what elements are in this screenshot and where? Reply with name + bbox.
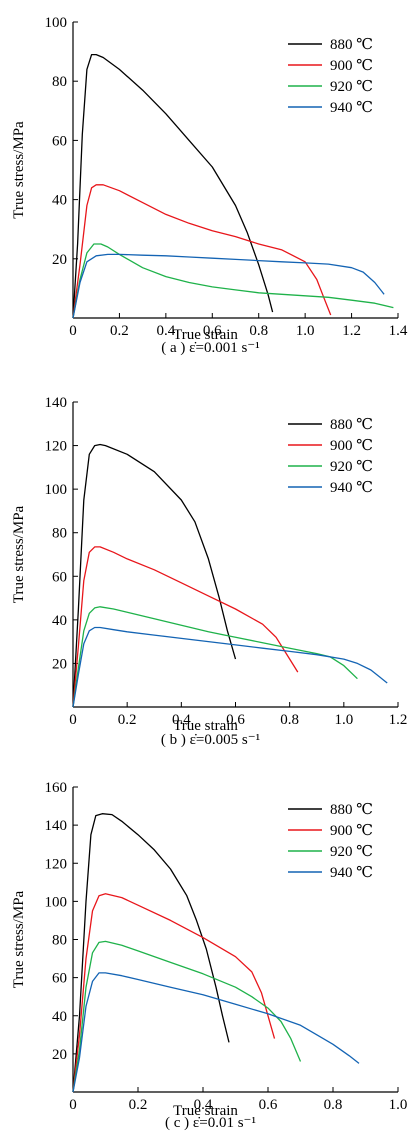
series-line-920 — [72, 606, 358, 708]
x-tick-label: 0 — [69, 323, 77, 339]
y-tick-label: 80 — [52, 74, 67, 90]
legend-label-920: 920 ℃ — [330, 844, 373, 860]
y-tick-label: 20 — [52, 656, 67, 672]
y-tick-label: 40 — [52, 193, 67, 209]
x-tick-label: 0.4 — [194, 1097, 213, 1113]
y-tick-label: 80 — [52, 933, 67, 949]
x-tick-label: 1.2 — [342, 323, 361, 339]
legend-label-940: 940 ℃ — [330, 865, 373, 881]
chart-panel-c: 20 40 60 80 100 120 140 160 0 0.2 0.4 0.6 0.8 1.0 True… — [11, 780, 407, 1131]
x-tick-label: 1.0 — [334, 712, 353, 728]
x-tick-label: 0 — [69, 1097, 77, 1113]
series-line-900 — [72, 893, 276, 1093]
series-line-900 — [72, 546, 299, 708]
x-axis-label: True strain — [173, 1103, 238, 1119]
y-axis-label: True stress/MPa — [11, 890, 27, 988]
legend-label-940: 940 ℃ — [330, 480, 373, 496]
legend: 880 ℃ 900 ℃ 920 ℃ 940 ℃ — [288, 37, 373, 116]
x-tick-label: 0.6 — [226, 712, 245, 728]
legend-label-900: 900 ℃ — [330, 823, 373, 839]
x-axis-label: True strain — [173, 718, 238, 734]
y-tick-label: 100 — [45, 482, 68, 498]
panel-caption: ( b ) ε̇=0.005 s⁻¹ — [161, 732, 260, 748]
y-tick-label: 100 — [45, 15, 68, 31]
y-tick-label: 40 — [52, 1009, 67, 1025]
series-line-900 — [72, 184, 332, 319]
x-tick-label: 1.0 — [389, 1097, 408, 1113]
y-tick-label: 80 — [52, 526, 67, 542]
legend: 880 ℃ 900 ℃ 920 ℃ 940 ℃ — [288, 417, 373, 496]
y-tick-label: 60 — [52, 569, 67, 585]
series-line-880 — [72, 53, 274, 319]
y-tick-label: 120 — [45, 856, 68, 872]
series-line-940 — [72, 626, 388, 708]
x-tick-label: 0.2 — [118, 712, 137, 728]
series-line-940 — [72, 253, 385, 319]
y-axis-label: True stress/MPa — [11, 121, 27, 219]
y-tick-label: 100 — [45, 894, 68, 910]
legend-label-880: 880 ℃ — [330, 417, 373, 433]
x-tick-label: 0.8 — [324, 1097, 343, 1113]
x-tick-label: 0.2 — [129, 1097, 148, 1113]
x-tick-label: 0.8 — [249, 323, 268, 339]
legend-label-880: 880 ℃ — [330, 802, 373, 818]
chart-panel-b: 20 40 60 80 100 120 140 0 0.2 0.4 0.6 0.8 1.0 1.2 True… — [11, 395, 407, 748]
legend-label-920: 920 ℃ — [330, 459, 373, 475]
x-axis-label: True strain — [173, 327, 238, 343]
panel-caption: ( a ) ε̇=0.001 s⁻¹ — [161, 340, 259, 356]
legend-label-880: 880 ℃ — [330, 37, 373, 53]
y-tick-label: 140 — [45, 395, 68, 411]
y-tick-label: 20 — [52, 1047, 67, 1063]
y-tick-label: 140 — [45, 818, 68, 834]
series-line-920 — [72, 243, 394, 319]
x-tick-label: 0.8 — [280, 712, 299, 728]
x-tick-label: 1.0 — [296, 323, 315, 339]
y-axis-label: True stress/MPa — [11, 505, 27, 603]
legend-label-900: 900 ℃ — [330, 58, 373, 74]
series-line-880 — [72, 443, 237, 708]
x-tick-label: 0.4 — [156, 323, 175, 339]
legend-label-940: 940 ℃ — [330, 100, 373, 116]
legend-label-920: 920 ℃ — [330, 79, 373, 95]
series-line-880 — [72, 813, 230, 1093]
y-tick-label: 120 — [45, 439, 68, 455]
x-tick-label: 0 — [69, 712, 77, 728]
y-tick-label: 160 — [45, 780, 68, 796]
panel-caption: ( c ) ε̇=0.01 s⁻¹ — [165, 1115, 256, 1131]
legend: 880 ℃ 900 ℃ 920 ℃ 940 ℃ — [288, 802, 373, 881]
x-tick-label: 1.2 — [389, 712, 408, 728]
series-line-940 — [72, 972, 360, 1093]
series-line-920 — [72, 940, 302, 1093]
x-tick-label: 1.4 — [389, 323, 408, 339]
y-tick-label: 60 — [52, 133, 67, 149]
y-tick-label: 40 — [52, 613, 67, 629]
y-tick-label: 20 — [52, 252, 67, 268]
x-tick-label: 0.2 — [110, 323, 129, 339]
x-tick-label: 0.6 — [203, 323, 222, 339]
legend-label-900: 900 ℃ — [330, 438, 373, 454]
y-tick-label: 60 — [52, 971, 67, 987]
x-tick-label: 0.6 — [259, 1097, 278, 1113]
x-tick-label: 0.4 — [172, 712, 191, 728]
chart-panel-a: 20 40 60 80 100 0 0.2 0.4 0.6 0.8 1.0 1.2 1.4 True st… — [11, 15, 408, 356]
